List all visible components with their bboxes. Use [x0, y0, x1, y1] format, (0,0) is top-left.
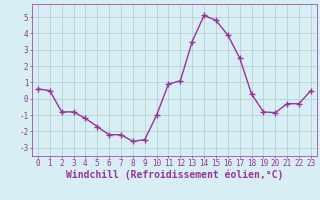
- X-axis label: Windchill (Refroidissement éolien,°C): Windchill (Refroidissement éolien,°C): [66, 170, 283, 180]
